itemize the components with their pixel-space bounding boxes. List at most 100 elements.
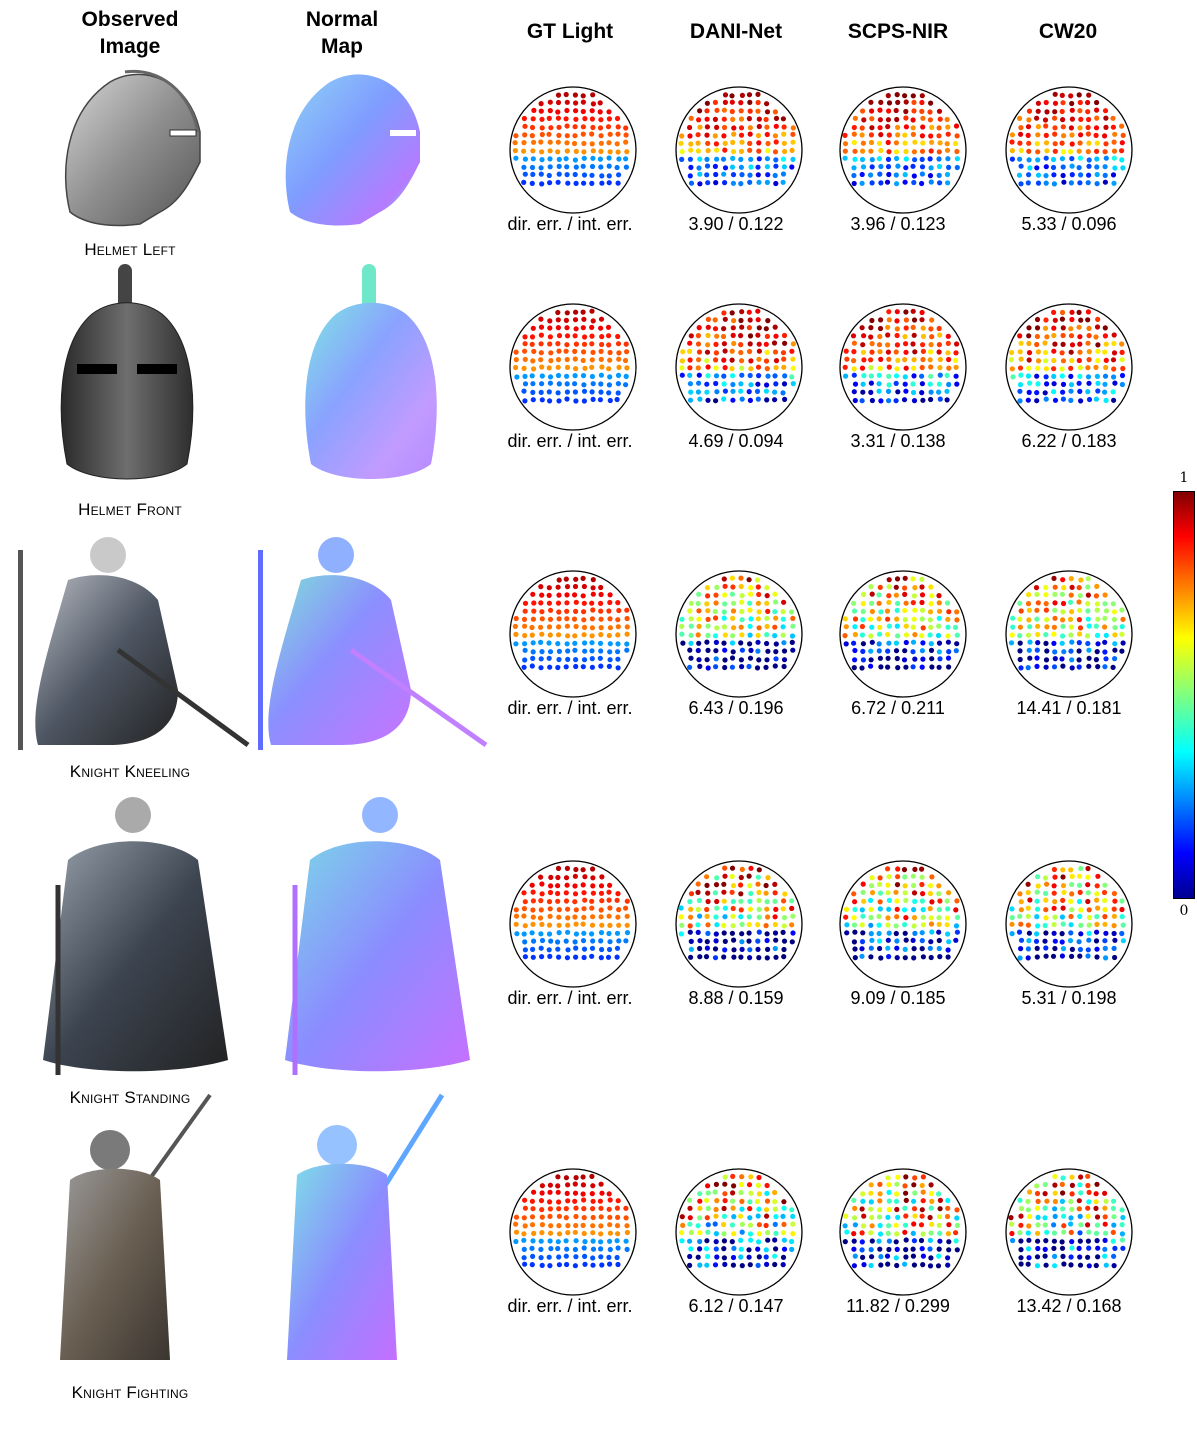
light-dot: [756, 625, 762, 631]
light-dot: [886, 171, 892, 178]
light-dot: [580, 357, 586, 364]
light-dot: [893, 107, 899, 114]
light-dot: [704, 1197, 710, 1203]
light-dot: [869, 341, 875, 347]
light-dot: [852, 156, 858, 162]
light-dot: [1025, 955, 1031, 961]
light-dot: [747, 131, 753, 137]
light-dot: [512, 140, 518, 146]
light-dot: [1086, 92, 1092, 98]
light-dot: [1060, 358, 1067, 364]
light-dot: [547, 99, 553, 105]
light-dot: [1094, 954, 1100, 960]
light-dot: [876, 140, 883, 146]
light-dot: [755, 600, 761, 606]
light-dot: [944, 922, 950, 928]
light-dot: [937, 954, 943, 960]
light-dot: [720, 333, 727, 340]
light-dot: [1111, 1222, 1117, 1228]
header-dani-net: DANI-Net: [689, 20, 783, 43]
light-dot: [910, 93, 916, 99]
light-dot: [919, 381, 925, 387]
light-dot: [885, 1214, 891, 1220]
light-dot: [953, 1238, 959, 1244]
light-dot: [1034, 1190, 1041, 1197]
light-dot: [895, 163, 901, 169]
light-dot: [705, 665, 711, 671]
light-dot: [1095, 358, 1101, 364]
light-dot: [598, 591, 604, 598]
light-dot: [852, 657, 858, 663]
light-dot: [607, 616, 613, 622]
light-dot: [772, 633, 778, 639]
light-dot: [756, 914, 762, 920]
light-dot: [622, 357, 629, 364]
light-dot: [1026, 1223, 1032, 1229]
light-dot: [1009, 132, 1015, 138]
light-dot: [894, 92, 900, 98]
light-dot: [1120, 1214, 1126, 1221]
light-dot: [1102, 179, 1108, 185]
light-dot: [1043, 99, 1049, 106]
light-dot: [714, 124, 720, 130]
light-dot: [886, 954, 892, 960]
light-dot: [1093, 1230, 1099, 1236]
light-dot: [598, 955, 604, 961]
light-dot: [522, 947, 528, 953]
light-dot: [869, 883, 875, 889]
light-dot: [780, 1230, 787, 1236]
light-dot: [877, 890, 884, 896]
light-dot: [697, 1215, 703, 1221]
light-dot: [756, 867, 762, 873]
light-dot: [738, 1246, 744, 1252]
light-dot: [590, 938, 596, 944]
light-dot: [1043, 140, 1050, 146]
light-dot: [729, 93, 735, 99]
light-dot: [1085, 180, 1091, 186]
light-dot: [747, 108, 753, 114]
light-dot: [911, 1198, 917, 1204]
light-dot: [877, 125, 883, 131]
light-dot: [1078, 907, 1084, 913]
light-dot: [746, 921, 752, 928]
light-dot: [1061, 585, 1067, 591]
light-dot: [695, 632, 701, 638]
light-dot: [747, 1222, 754, 1228]
light-dot: [748, 366, 754, 372]
light-dot: [687, 923, 693, 929]
light-dot: [615, 149, 621, 155]
light-dot: [712, 133, 718, 139]
light-dot: [555, 317, 561, 323]
light-dot: [712, 955, 719, 961]
light-dot: [679, 133, 685, 139]
light-dot: [547, 156, 553, 162]
light-dot: [780, 624, 786, 630]
light-dot: [530, 358, 536, 364]
light-dot: [928, 165, 934, 171]
light-dot: [772, 149, 779, 155]
light-dot: [893, 648, 900, 654]
light-dot: [521, 1246, 527, 1252]
light-dot: [851, 139, 857, 146]
light-dot: [1026, 325, 1032, 331]
light-dot: [1059, 140, 1065, 146]
light-dot: [936, 915, 942, 921]
light-dot: [1076, 165, 1082, 171]
light-dot: [886, 640, 892, 646]
light-dot: [730, 155, 736, 161]
light-dot: [589, 905, 595, 911]
light-dot: [1051, 357, 1057, 364]
light-dot: [1027, 655, 1033, 661]
light-dot: [851, 340, 857, 346]
light-dot: [894, 342, 900, 348]
light-dot: [781, 164, 787, 170]
light-dot: [1094, 929, 1100, 935]
light-dot: [1059, 591, 1065, 597]
light-dot: [952, 624, 959, 630]
light-dot: [1051, 905, 1057, 911]
light-dot: [1085, 947, 1091, 953]
light-dot: [1111, 890, 1117, 897]
light-dot: [765, 140, 771, 147]
light-dot: [555, 390, 561, 396]
light-dot: [607, 1238, 613, 1244]
